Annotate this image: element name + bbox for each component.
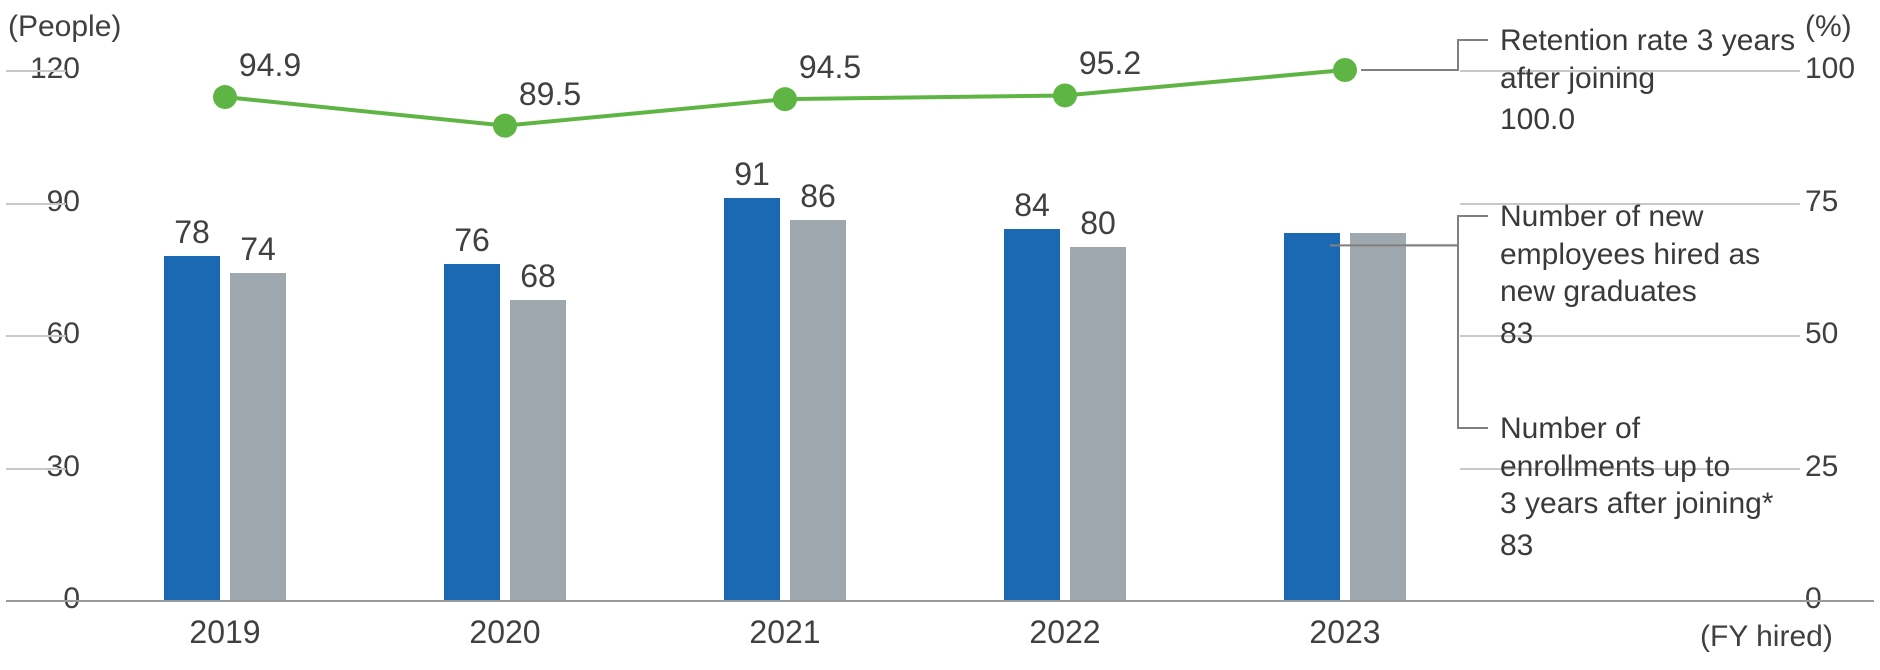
retention-point — [213, 85, 237, 109]
retention-point — [1053, 83, 1077, 107]
legend-line: enrollments up to — [1500, 448, 1860, 486]
retention-point — [1333, 58, 1357, 82]
callout-retention — [1361, 40, 1488, 70]
legend-value: 100.0 — [1500, 101, 1860, 139]
retention-label: 94.9 — [239, 47, 301, 84]
legend-line: Number of new — [1500, 198, 1860, 236]
legend-line: new graduates — [1500, 273, 1860, 311]
retention-label: 94.5 — [799, 49, 861, 86]
legend-value: 83 — [1500, 315, 1860, 353]
legend-retention: Retention rate 3 yearsafter joining100.0 — [1500, 22, 1860, 139]
retention-label: 89.5 — [519, 76, 581, 113]
legend-value: 83 — [1500, 527, 1860, 565]
legend-line: after joining — [1500, 60, 1860, 98]
callout-hired — [1330, 216, 1488, 245]
legend-line: employees hired as — [1500, 236, 1860, 274]
legend-enrolled: Number ofenrollments up to3 years after … — [1500, 410, 1860, 564]
retention-point — [773, 87, 797, 111]
retention-label: 95.2 — [1079, 45, 1141, 82]
legend-hired: Number of newemployees hired asnew gradu… — [1500, 198, 1860, 352]
legend-line: Number of — [1500, 410, 1860, 448]
legend-line: Retention rate 3 years — [1500, 22, 1860, 60]
callout-enrolled — [1406, 245, 1488, 428]
retention-point — [493, 114, 517, 138]
legend-line: 3 years after joining* — [1500, 485, 1860, 523]
